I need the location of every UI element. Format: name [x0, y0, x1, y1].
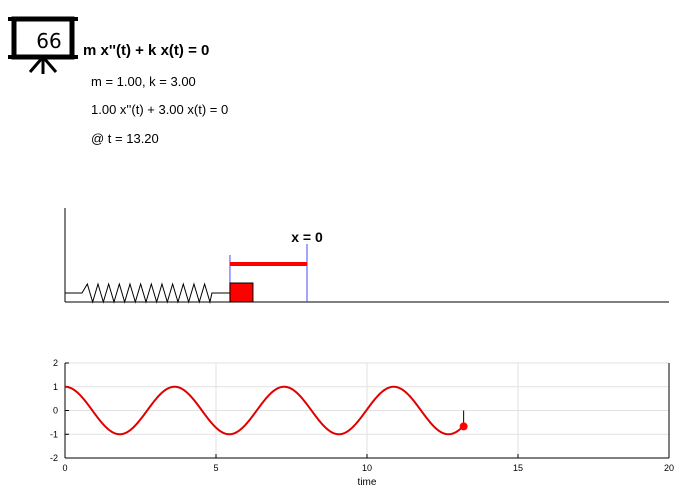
spring-mass-view: x = 0	[64, 208, 669, 304]
x-tick-label: 10	[362, 463, 372, 473]
presentation-board-icon[interactable]: 66	[8, 10, 78, 76]
current-point	[459, 422, 468, 431]
x-axis-label: time	[358, 477, 377, 488]
displacement-trace	[64, 385, 465, 436]
y-tick-label: 1	[53, 382, 58, 392]
mass-block[interactable]	[229, 282, 254, 303]
y-tick-label: 0	[53, 406, 58, 416]
x-tick-label: 20	[664, 463, 674, 473]
x-tick-label: 0	[62, 463, 67, 473]
equation-instance: 1.00 x''(t) + 3.00 x(t) = 0	[91, 102, 229, 117]
y-tick-label: -2	[50, 453, 58, 463]
equilibrium-label: x = 0	[291, 229, 323, 245]
board-number: 66	[36, 29, 62, 53]
y-tick-label: -1	[50, 429, 58, 439]
x-tick-label: 5	[213, 463, 218, 473]
equation-params: m = 1.00, k = 3.00	[91, 74, 196, 89]
equation-title: m x''(t) + k x(t) = 0	[83, 42, 210, 59]
board-icon-graphic	[8, 16, 78, 74]
y-tick-label: 2	[53, 358, 58, 368]
x-tick-label: 15	[513, 463, 523, 473]
spring	[65, 282, 230, 304]
equation-time: @ t = 13.20	[91, 131, 159, 146]
